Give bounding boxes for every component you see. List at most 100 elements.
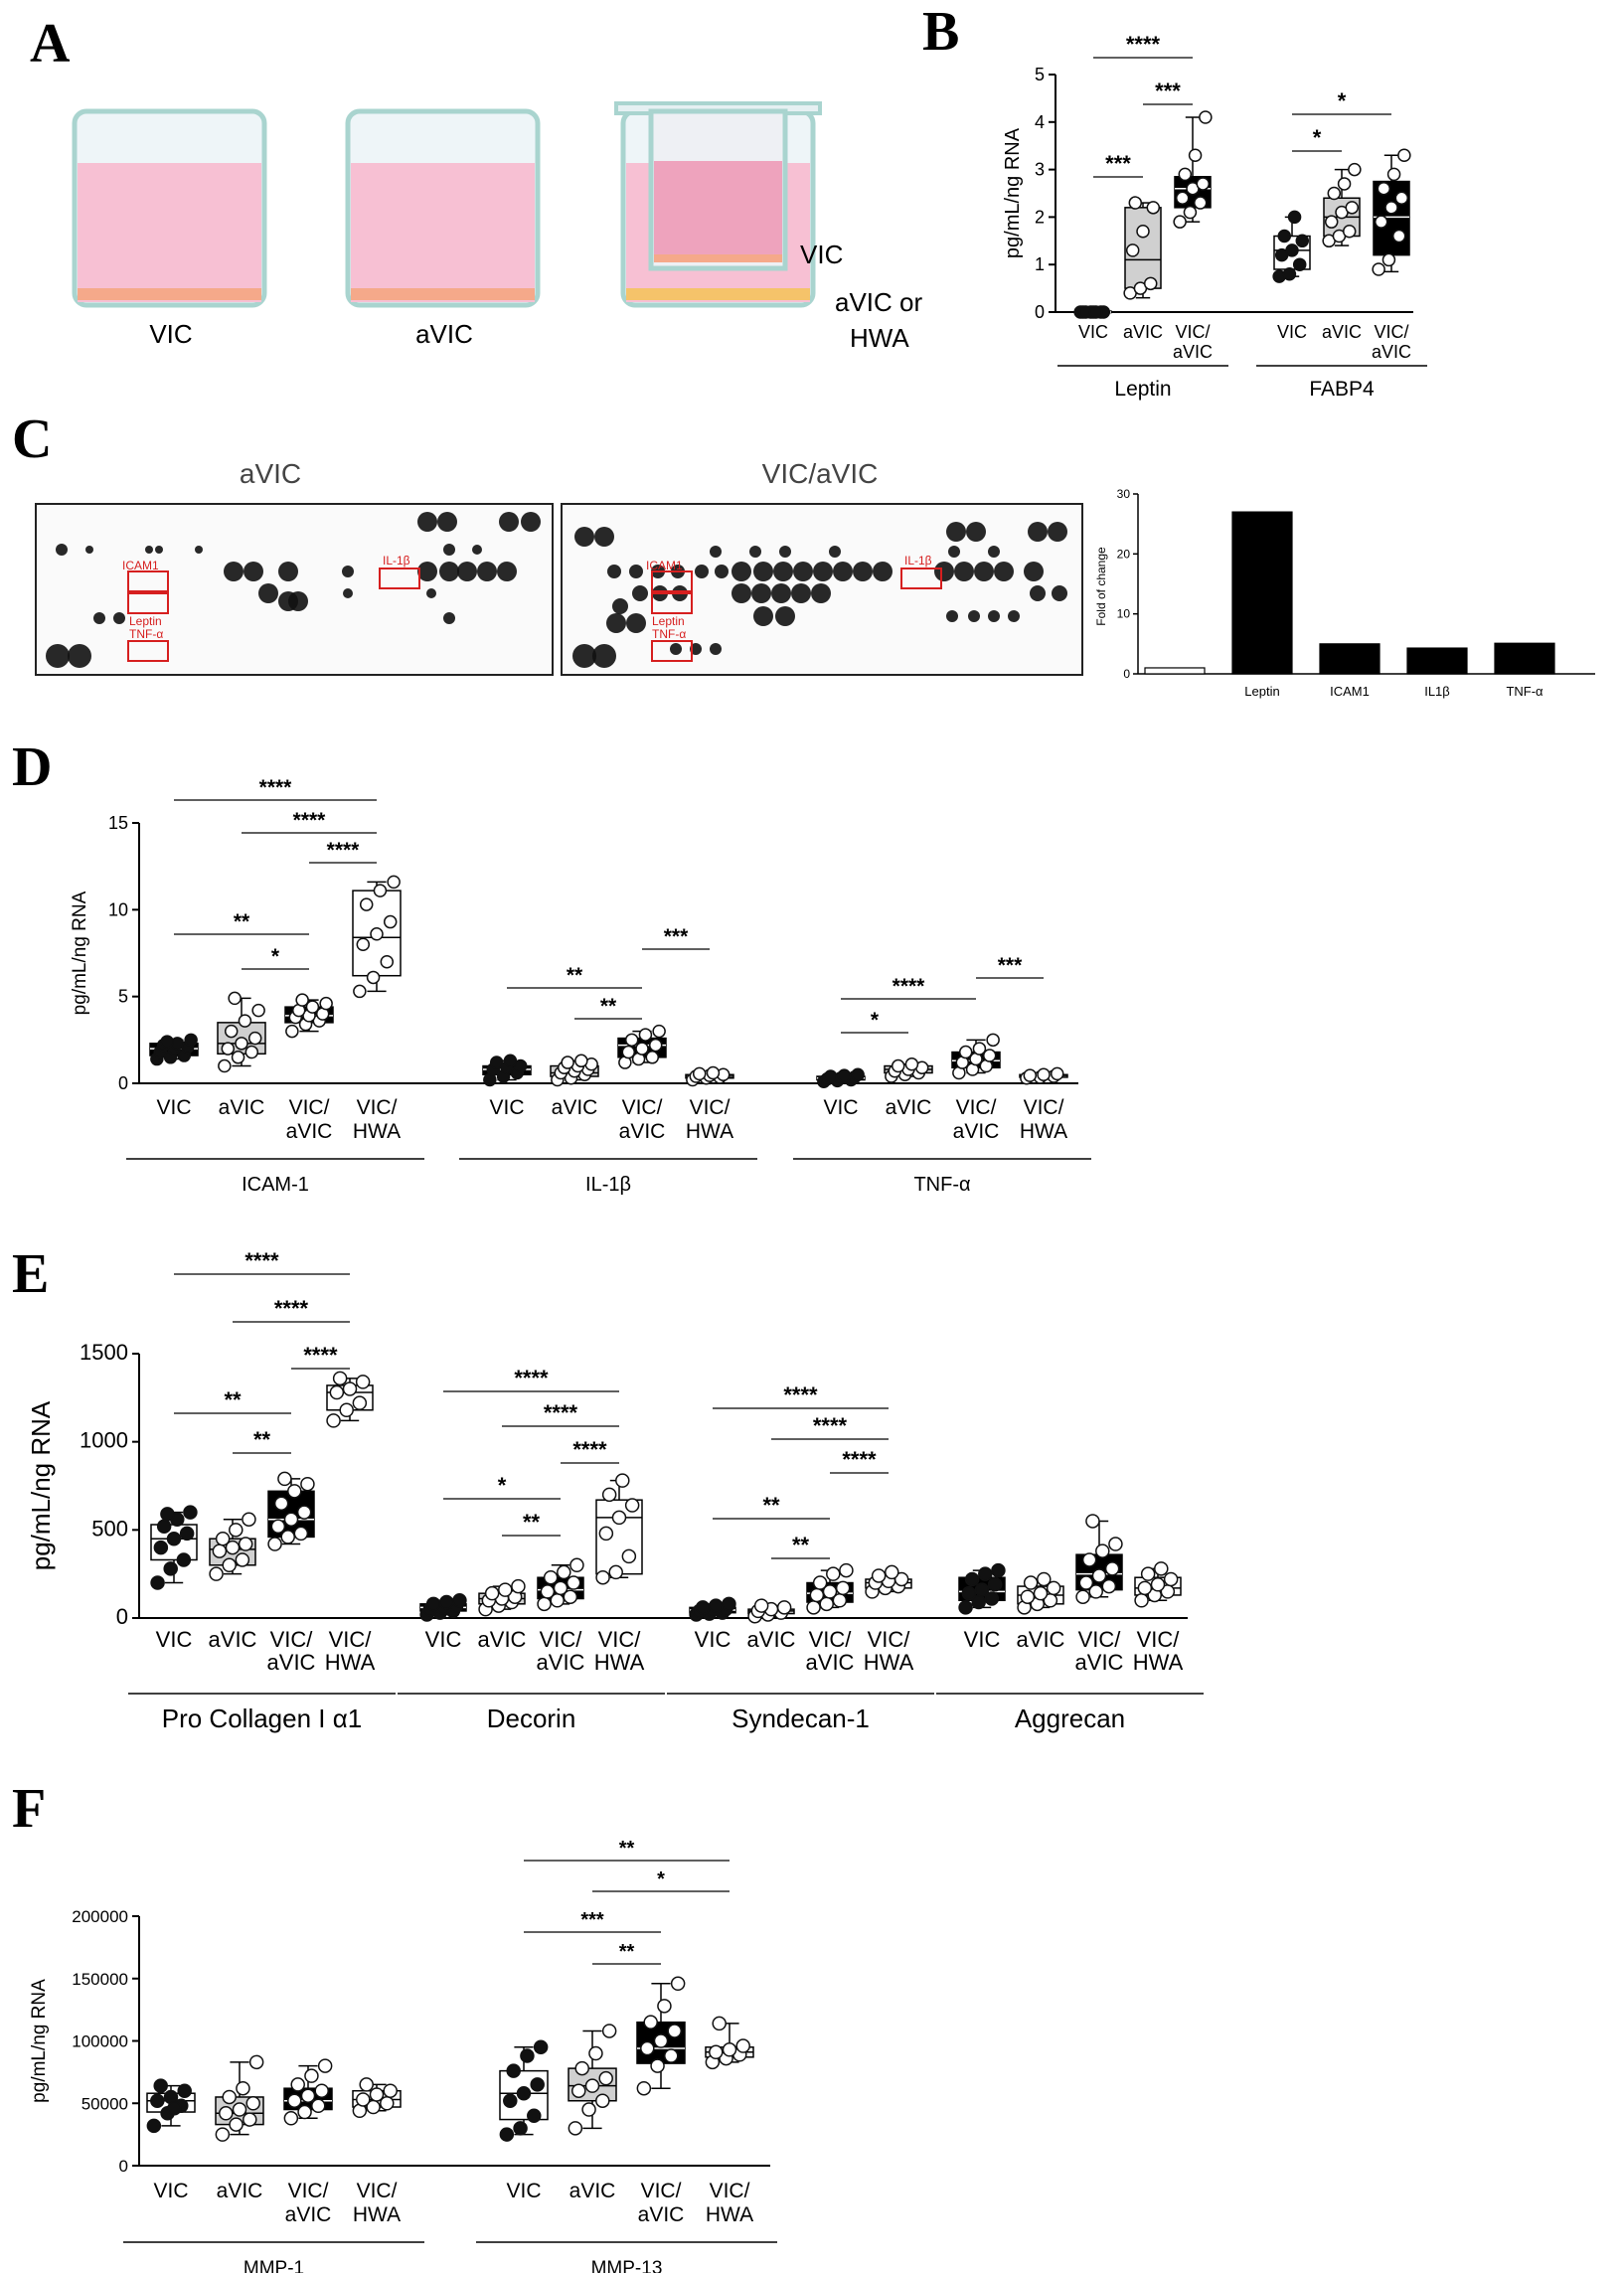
data-point bbox=[319, 996, 333, 1011]
blot-dot bbox=[833, 562, 853, 581]
data-point bbox=[359, 2077, 374, 2092]
data-point bbox=[1078, 1575, 1094, 1590]
data-point bbox=[1128, 196, 1143, 210]
data-point bbox=[248, 2054, 264, 2070]
y-tick-label: 0 bbox=[118, 1073, 128, 1093]
data-point bbox=[540, 1584, 556, 1599]
data-point bbox=[809, 1587, 825, 1603]
data-point bbox=[823, 1069, 838, 1083]
blot-label-il1b-left: IL-1β bbox=[383, 554, 410, 568]
panel-c-blots: aVIC VIC/aVIC ICAM1 Leptin TNF-α IL-1β I… bbox=[35, 458, 1083, 676]
data-point bbox=[218, 1058, 232, 1073]
category-label: Leptin bbox=[1244, 684, 1279, 699]
data-point bbox=[722, 2042, 737, 2057]
data-point bbox=[283, 2111, 299, 2126]
data-point bbox=[1154, 1561, 1169, 1576]
data-point bbox=[664, 2048, 679, 2063]
category-label: aVIC bbox=[806, 1650, 855, 1675]
bottom-label-line2: HWA bbox=[850, 323, 909, 353]
blot-dot bbox=[224, 562, 244, 581]
data-point bbox=[280, 1530, 295, 1544]
y-tick-label: 1500 bbox=[80, 1340, 128, 1365]
blot-dot bbox=[439, 562, 459, 581]
y-tick-label: 2 bbox=[1035, 207, 1045, 227]
data-point bbox=[342, 1381, 358, 1396]
data-point bbox=[695, 1600, 711, 1615]
blot-dot bbox=[966, 522, 986, 542]
blot-dot bbox=[426, 588, 436, 598]
data-point bbox=[822, 1584, 838, 1599]
category-label: aVIC bbox=[1075, 1650, 1124, 1675]
y-tick-label: 0 bbox=[1035, 302, 1045, 322]
category-label: VIC bbox=[156, 1627, 193, 1652]
category-label: VIC bbox=[425, 1627, 462, 1652]
data-point bbox=[1137, 1580, 1153, 1596]
blot-label-leptin-left: Leptin bbox=[129, 614, 162, 628]
group-label: TNF-α bbox=[913, 1174, 970, 1196]
data-point bbox=[503, 1054, 518, 1068]
significance-label: *** bbox=[1155, 79, 1181, 103]
category-label: HWA bbox=[706, 2203, 753, 2226]
y-tick-label: 10 bbox=[1117, 607, 1131, 621]
data-point bbox=[978, 1566, 993, 1581]
data-point bbox=[776, 1600, 792, 1615]
blot-dot bbox=[443, 544, 455, 556]
data-point bbox=[595, 2093, 610, 2108]
blot-dot bbox=[968, 610, 980, 622]
blot-label-tnf-right: TNF-α bbox=[652, 627, 686, 641]
significance-label: * bbox=[871, 1009, 880, 1032]
data-point bbox=[1391, 229, 1406, 244]
blot-dot bbox=[710, 643, 722, 655]
data-point bbox=[1394, 191, 1409, 206]
blot-label-il1b-right: IL-1β bbox=[904, 554, 932, 568]
data-point bbox=[527, 2108, 542, 2124]
data-point bbox=[1295, 234, 1310, 248]
significance-label: ** bbox=[619, 1941, 635, 1963]
significance-label: **** bbox=[244, 1248, 279, 1273]
category-label: aVIC bbox=[638, 2203, 685, 2226]
data-point bbox=[452, 1593, 467, 1608]
blot-dot bbox=[155, 546, 163, 554]
blot-dot bbox=[574, 527, 594, 547]
data-point bbox=[520, 2048, 535, 2063]
data-point bbox=[232, 2102, 247, 2117]
category-label: aVIC bbox=[217, 2180, 263, 2202]
category-label: HWA bbox=[325, 1650, 376, 1675]
data-point bbox=[1134, 1593, 1149, 1608]
data-point bbox=[425, 1596, 441, 1612]
y-tick-label: 5 bbox=[118, 987, 128, 1007]
y-axis-label: Fold of change bbox=[1094, 547, 1108, 626]
data-point bbox=[1088, 1584, 1103, 1599]
data-point bbox=[369, 2087, 385, 2102]
category-label: TNF-α bbox=[1506, 684, 1543, 699]
data-point bbox=[891, 1058, 905, 1073]
data-point bbox=[1037, 1571, 1052, 1587]
significance-label: *** bbox=[998, 954, 1023, 977]
well-avic bbox=[345, 108, 541, 308]
data-point bbox=[224, 1024, 239, 1039]
category-label: aVIC bbox=[285, 2203, 332, 2226]
data-point bbox=[648, 1038, 663, 1053]
data-point bbox=[243, 2112, 257, 2127]
data-point bbox=[277, 1471, 292, 1487]
data-point bbox=[692, 1066, 707, 1081]
data-point bbox=[982, 1049, 997, 1062]
data-point bbox=[601, 1487, 617, 1503]
blot-dot bbox=[258, 583, 278, 603]
data-point bbox=[228, 991, 242, 1006]
data-point bbox=[598, 2070, 613, 2086]
category-label: aVIC bbox=[886, 1096, 932, 1119]
data-point bbox=[287, 2093, 302, 2108]
data-point bbox=[244, 1045, 259, 1059]
data-point bbox=[304, 2068, 319, 2083]
data-point bbox=[839, 1562, 854, 1578]
data-point bbox=[317, 2058, 333, 2073]
blot-dot bbox=[612, 598, 628, 614]
data-point bbox=[489, 1055, 504, 1069]
group-label: ICAM-1 bbox=[242, 1174, 309, 1196]
data-point bbox=[615, 1473, 630, 1488]
panel-a-illustration: VIC aVIC VIC aVIC or HWA bbox=[72, 101, 922, 353]
